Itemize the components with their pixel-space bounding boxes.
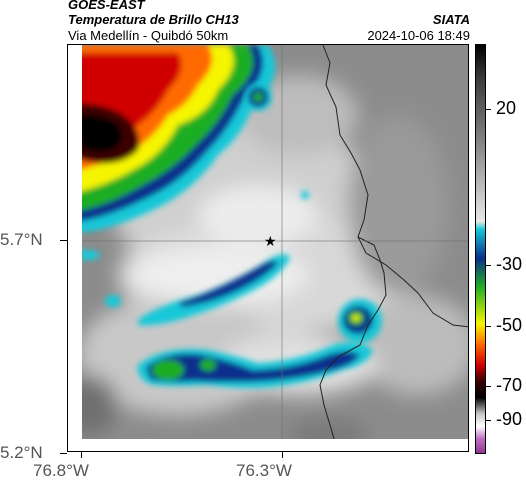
star-marker[interactable]: ★ (264, 234, 277, 250)
lat-tick-5-2 (60, 453, 67, 454)
cbar-label-minus30: -30 (496, 254, 523, 274)
lon-tick-76-8 (81, 452, 82, 458)
source-label: SIATA (432, 12, 470, 27)
cbar-tick-minus90 (486, 420, 491, 421)
map-canvas: ★ (68, 45, 468, 451)
border-line-south (319, 236, 387, 451)
product-title: Temperatura de Brillo CH13 (68, 12, 239, 27)
cbar-tick-minus70 (486, 386, 491, 387)
border-line-east (322, 45, 468, 328)
satellite-map[interactable]: ★ (67, 44, 469, 452)
cbar-label-minus70: -70 (496, 375, 523, 395)
cbar-tick-minus30 (486, 265, 491, 266)
cbar-label-minus90: -90 (496, 409, 523, 429)
lon-tick-76-3 (282, 452, 283, 458)
cbar-label-20: 20 (496, 98, 517, 118)
satellite-name: GOES-EAST (68, 0, 145, 12)
lat-label-5-2: 5.2°N (0, 443, 43, 462)
lat-tick-5-7 (60, 240, 67, 241)
timestamp-label: 2024-10-06 18:49 (367, 28, 470, 43)
cbar-tick-20 (486, 109, 491, 110)
cbar-tick-minus50 (486, 326, 491, 327)
cbar-label-minus50: -50 (496, 315, 523, 335)
colorbar (475, 44, 486, 454)
lon-label-76-3: 76.3°W (236, 461, 292, 480)
location-subtitle: Via Medellín - Quibdó 50km (68, 28, 229, 43)
lon-label-76-8: 76.8°W (33, 461, 89, 480)
lat-label-5-7: 5.7°N (0, 230, 43, 249)
